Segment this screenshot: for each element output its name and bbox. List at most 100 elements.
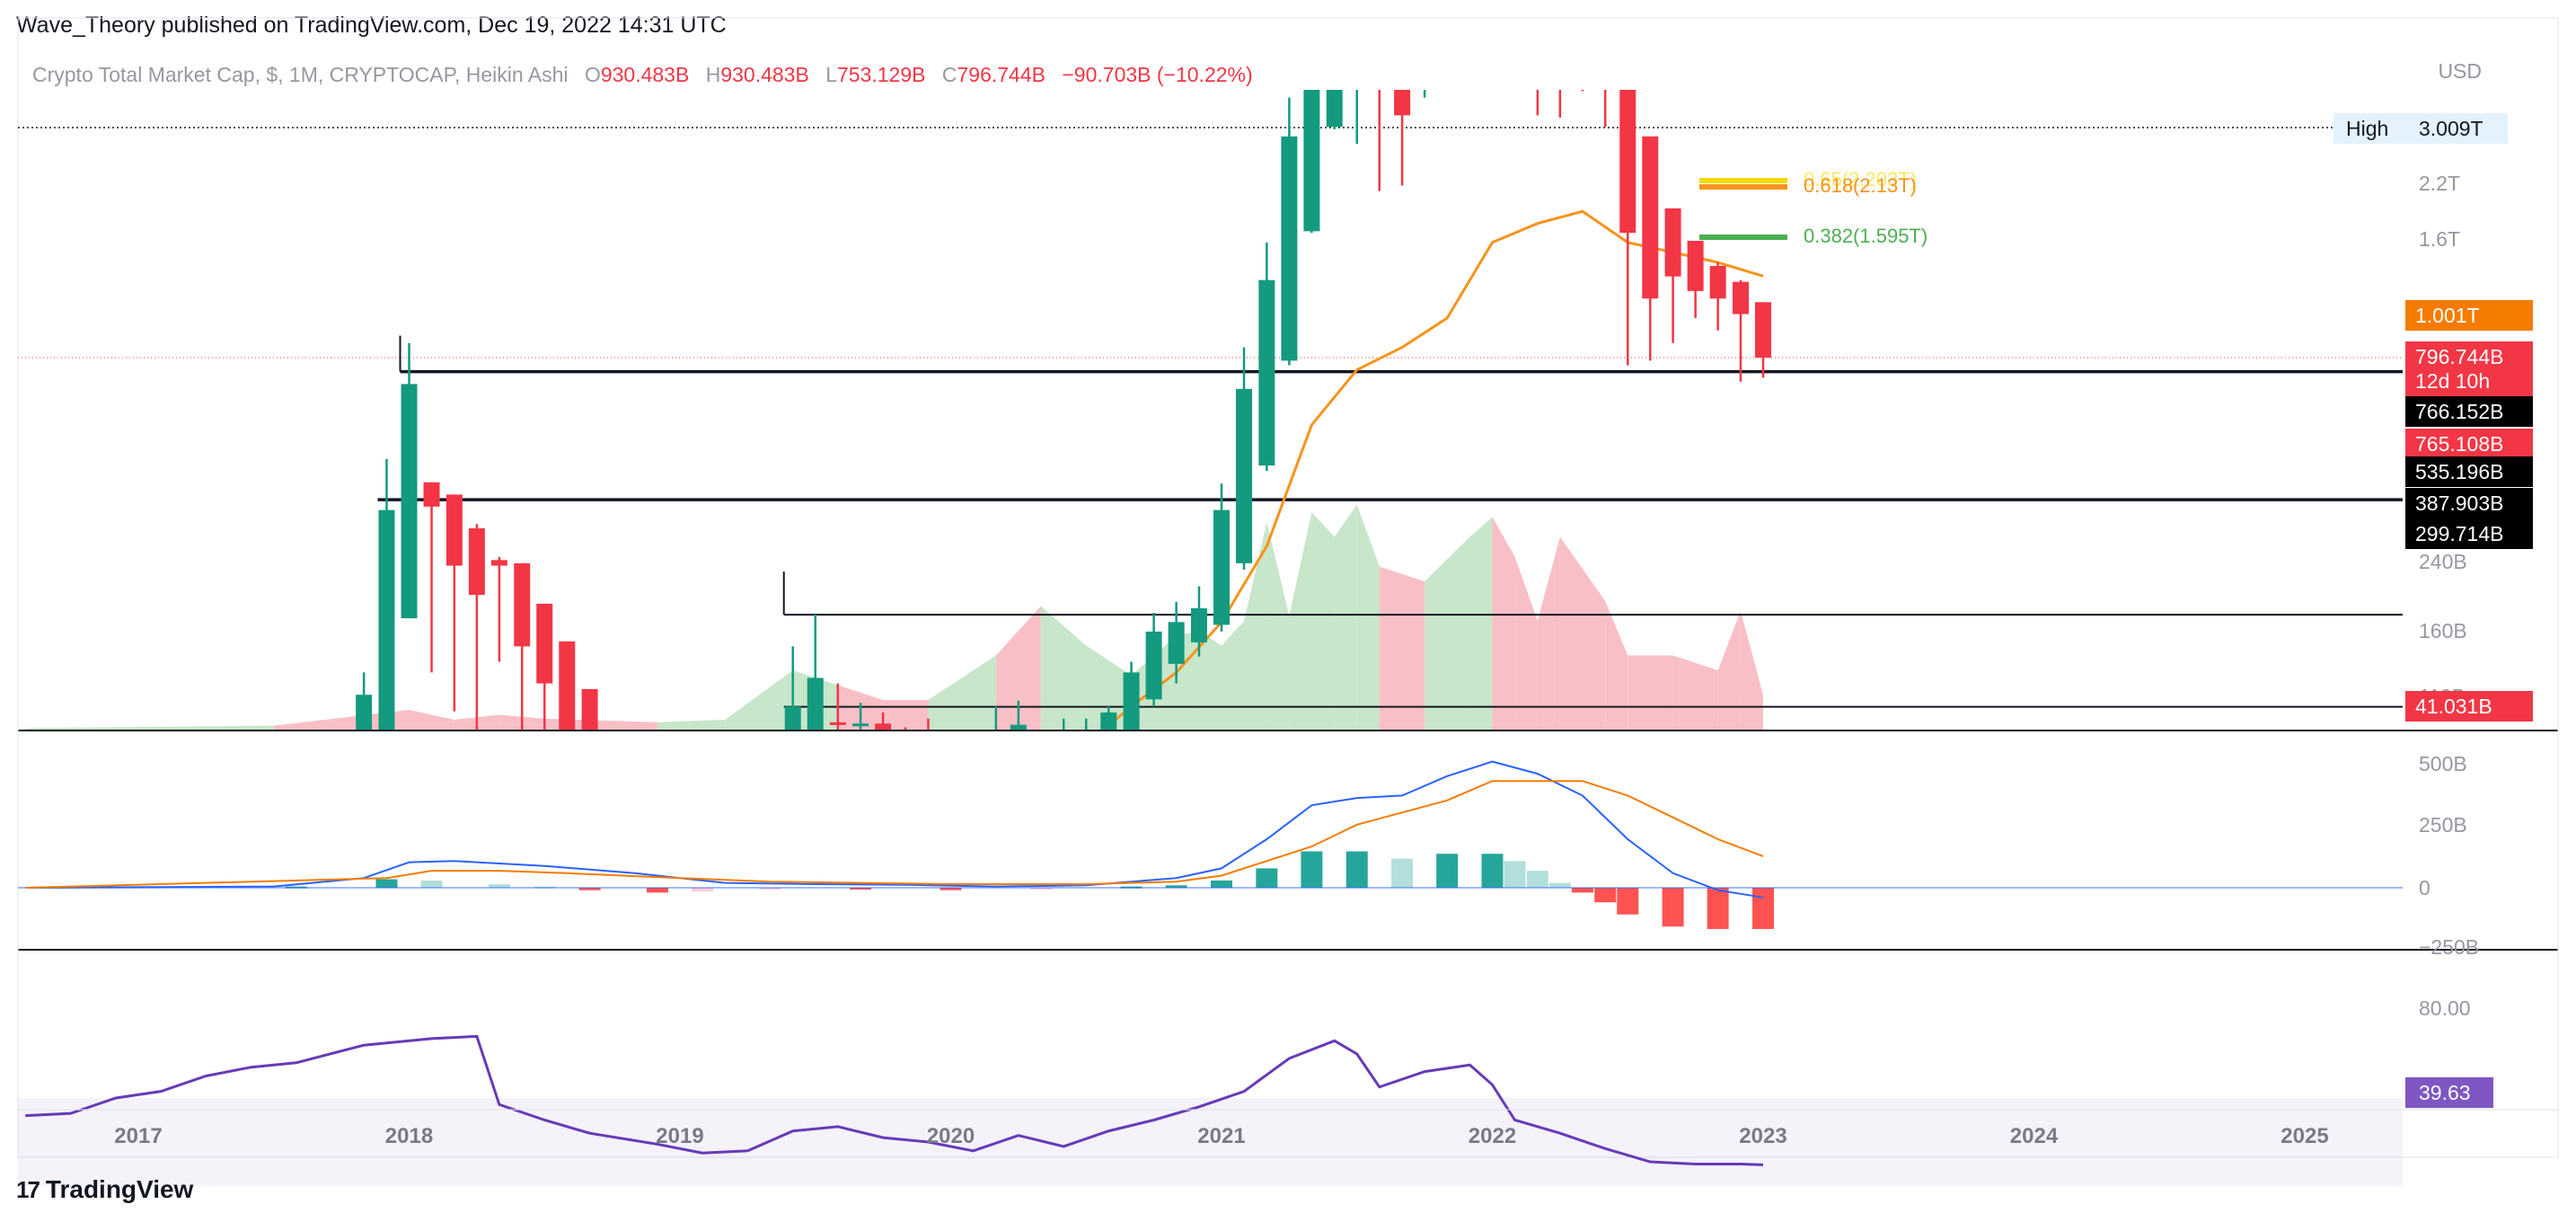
candle-body (627, 784, 643, 931)
candle-body (1709, 265, 1726, 299)
macd-histogram-bar (488, 883, 510, 888)
volume-segment (409, 710, 454, 730)
volume-segment (1514, 556, 1538, 730)
price-axis-tick: 2.2T (2419, 172, 2460, 195)
low-value: 753.129B (837, 63, 926, 86)
candle-body (672, 920, 688, 1019)
macd-histogram-bar (1504, 861, 1526, 888)
macd-histogram-bar (940, 888, 962, 890)
candle-body (1552, 2, 1568, 66)
macd-axis-tick: 500B (2419, 752, 2467, 775)
candle-body (311, 897, 327, 933)
candle-body (1055, 757, 1072, 768)
candle-body (1530, 0, 1546, 38)
countdown-bg (2405, 366, 2533, 396)
volume-segment (928, 655, 996, 730)
candle-body (694, 966, 710, 994)
rsi-band (18, 1098, 2403, 1186)
volume-segment (1672, 655, 1718, 730)
candle-body (1123, 672, 1140, 730)
volume-segment (1334, 504, 1357, 730)
candle-body (1236, 388, 1253, 563)
candle-body (1461, 0, 1478, 38)
volume-segment (1492, 517, 1515, 730)
macd-histogram-bar (1301, 851, 1323, 888)
rsi-value-label: 39.63 (2419, 1081, 2471, 1104)
candle-body (943, 766, 959, 798)
price-tag-bg (2405, 396, 2533, 427)
candle-body (378, 509, 395, 730)
fib-label: 0.65(2.203T) (1804, 168, 1917, 190)
volume-segment (1537, 536, 1560, 730)
candle-body (333, 843, 349, 914)
macd-histogram-bar (1481, 854, 1504, 888)
x-axis-tick: 2017 (114, 1124, 162, 1148)
price-tag-bg (2405, 518, 2533, 549)
price-tag-bg (2405, 691, 2533, 722)
candle-body (1597, 40, 1613, 83)
change-value: −90.703B (−10.22%) (1062, 63, 1253, 86)
tradingview-brand: TradingView (45, 1175, 194, 1203)
candle-body (1213, 509, 1230, 625)
close-value: 796.744B (957, 63, 1045, 86)
price-tag-bg (2405, 429, 2533, 459)
candle-body (490, 560, 507, 566)
macd-histogram-bar (1029, 888, 1052, 890)
candle-body (1642, 136, 1659, 299)
volume-segment (1040, 606, 1087, 730)
volume-segment (1559, 536, 1606, 730)
macd-histogram-bar (420, 880, 443, 888)
price-tag-label: 387.903B (2415, 491, 2503, 515)
high-tag-bg (2333, 113, 2508, 144)
macd-histogram-bar (1391, 858, 1414, 888)
macd-histogram-bar (1345, 851, 1368, 888)
volume-segment (1356, 504, 1380, 730)
open-value: 930.483B (600, 63, 690, 86)
candle-body (1349, 29, 1365, 55)
price-tag-label: 765.108B (2415, 432, 2503, 456)
currency-label: USD (2438, 59, 2482, 83)
macd-histogram-bar (850, 888, 872, 890)
x-axis-tick: 2019 (656, 1124, 703, 1148)
rsi-value-tag (2405, 1077, 2493, 1108)
high-label: H (705, 63, 721, 86)
volume-group (25, 504, 1763, 730)
symbol-legend: Crypto Total Market Cap, $, 1M, CRYPTOCA… (32, 63, 1253, 87)
price-axis-tick: 240B (2419, 550, 2467, 573)
volume-segment (1198, 631, 1222, 730)
rsi-line (25, 1034, 1764, 1166)
price-tag-bg (2405, 488, 2533, 518)
chart-frame (17, 17, 2559, 1158)
macd-histogram-bar (1571, 888, 1593, 893)
x-axis-tick: 2018 (385, 1124, 433, 1148)
candle-body (604, 734, 621, 843)
volume-segment (1311, 512, 1335, 730)
open-label: O (584, 63, 601, 86)
candle-body (1010, 724, 1027, 730)
x-axis-tick: 2024 (2010, 1124, 2059, 1148)
macd-histogram-bar (1594, 888, 1617, 903)
macd-histogram-bar (1752, 888, 1774, 929)
candle-body (1755, 302, 1771, 358)
candles-group (311, 0, 1771, 1019)
volume-segment (1379, 566, 1425, 730)
volume-segment (1086, 645, 1132, 730)
volume-segment (25, 725, 274, 730)
candle-body (920, 755, 936, 779)
macd-axis-tick: 0 (2419, 876, 2430, 899)
candle-body (966, 782, 982, 810)
candle-body (1100, 712, 1117, 730)
macd-histogram-bar (578, 888, 601, 890)
candle-body (739, 905, 755, 976)
candle-body (1190, 607, 1207, 642)
countdown-label: 12d 10h (2415, 369, 2490, 393)
macd-histogram-group (285, 851, 1774, 929)
x-axis-tick: 2021 (1197, 1124, 1245, 1148)
candle-body (1372, 41, 1388, 76)
macd-signal-line (25, 780, 1764, 889)
volume-segment (1628, 655, 1673, 730)
symbol-name: Crypto Total Market Cap, $, 1M, CRYPTOCA… (32, 63, 569, 86)
candle-body (1168, 622, 1185, 664)
tradingview-footer[interactable]: 17 TradingView (16, 1175, 193, 1204)
